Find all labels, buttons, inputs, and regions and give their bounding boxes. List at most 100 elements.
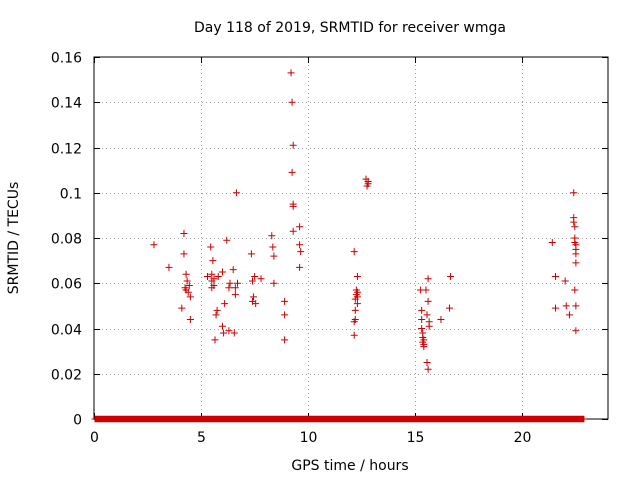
data-point bbox=[182, 270, 190, 278]
data-point bbox=[186, 315, 194, 323]
data-point bbox=[296, 223, 304, 231]
data-point bbox=[233, 279, 241, 287]
y-tick-label: 0.1 bbox=[60, 187, 82, 203]
data-point bbox=[437, 315, 445, 323]
data-point bbox=[353, 293, 361, 301]
data-point bbox=[225, 327, 233, 335]
data-point bbox=[353, 272, 361, 280]
y-axis-label: SRMTID / TECUs bbox=[6, 182, 22, 295]
y-tick-label: 0.16 bbox=[51, 51, 82, 67]
baseline-marker bbox=[579, 415, 587, 423]
data-point bbox=[418, 315, 426, 323]
data-point bbox=[447, 272, 455, 280]
data-point bbox=[210, 282, 218, 290]
data-point bbox=[424, 297, 432, 305]
data-point bbox=[297, 248, 305, 256]
data-point bbox=[424, 365, 432, 373]
data-point bbox=[561, 277, 569, 285]
data-point bbox=[364, 177, 372, 185]
x-axis-label: GPS time / hours bbox=[291, 458, 408, 474]
y-tick-label: 0.14 bbox=[51, 96, 82, 112]
data-point bbox=[180, 229, 188, 237]
data-point bbox=[229, 266, 237, 274]
data-point bbox=[572, 250, 580, 258]
ticks: 0 5 10 15 20 0 0.02 0.04 0.06 0.08 0.1 0.12 0.14 0.16 bbox=[51, 51, 608, 446]
data-point bbox=[247, 250, 255, 258]
data-point bbox=[423, 358, 431, 366]
y-tick-label: 0.02 bbox=[51, 368, 82, 384]
data-point bbox=[268, 232, 276, 240]
data-point bbox=[226, 279, 234, 287]
data-point bbox=[287, 69, 295, 77]
data-point bbox=[424, 275, 432, 283]
data-markers bbox=[150, 69, 580, 373]
data-point bbox=[548, 239, 556, 247]
data-point bbox=[289, 202, 297, 210]
data-point bbox=[178, 304, 186, 312]
data-point bbox=[425, 318, 433, 326]
data-point bbox=[150, 241, 158, 249]
data-point bbox=[165, 263, 173, 271]
data-point bbox=[269, 243, 277, 251]
data-point bbox=[251, 272, 259, 280]
data-point bbox=[221, 300, 229, 308]
data-point bbox=[210, 275, 218, 283]
data-point bbox=[572, 259, 580, 267]
data-point bbox=[296, 241, 304, 249]
data-point bbox=[223, 236, 231, 244]
baseline-markers bbox=[91, 415, 587, 423]
data-point bbox=[212, 311, 220, 319]
data-point bbox=[353, 300, 361, 308]
data-point bbox=[281, 311, 289, 319]
data-point bbox=[230, 329, 238, 337]
data-point bbox=[571, 223, 579, 231]
data-point bbox=[446, 304, 454, 312]
data-point bbox=[571, 286, 579, 294]
data-point bbox=[270, 252, 278, 260]
data-point bbox=[418, 325, 426, 332]
data-point bbox=[207, 243, 215, 251]
data-point bbox=[552, 304, 560, 312]
data-point bbox=[248, 277, 256, 285]
data-point bbox=[422, 286, 430, 294]
data-point bbox=[289, 141, 297, 149]
data-point bbox=[252, 300, 260, 308]
data-point bbox=[270, 279, 278, 287]
chart-title: Day 118 of 2019, SRMTID for receiver wmg… bbox=[194, 20, 506, 36]
data-point bbox=[572, 302, 580, 310]
data-point bbox=[418, 306, 426, 314]
data-point bbox=[208, 270, 216, 278]
data-point bbox=[420, 343, 428, 351]
data-point bbox=[220, 329, 228, 337]
data-point bbox=[565, 311, 573, 319]
data-point bbox=[572, 327, 580, 335]
data-point bbox=[219, 322, 226, 330]
data-point bbox=[552, 272, 560, 280]
data-point bbox=[214, 272, 222, 280]
x-tick-label: 15 bbox=[407, 430, 425, 446]
data-point bbox=[281, 297, 289, 305]
data-point bbox=[211, 336, 219, 344]
data-point bbox=[296, 263, 304, 271]
data-point bbox=[350, 331, 358, 339]
data-point bbox=[183, 277, 191, 285]
data-point bbox=[231, 284, 239, 292]
data-point bbox=[351, 315, 359, 323]
data-point bbox=[231, 291, 239, 299]
data-point bbox=[570, 189, 578, 197]
x-tick-label: 10 bbox=[300, 430, 318, 446]
y-tick-label: 0.06 bbox=[51, 277, 82, 293]
data-point bbox=[213, 306, 221, 314]
grid bbox=[94, 57, 608, 419]
data-point bbox=[209, 257, 217, 265]
x-tick-label: 5 bbox=[197, 430, 206, 446]
data-point bbox=[257, 275, 265, 283]
data-point bbox=[185, 282, 193, 290]
y-tick-label: 0 bbox=[73, 413, 82, 429]
data-point bbox=[350, 248, 358, 256]
data-point bbox=[184, 288, 192, 296]
data-point bbox=[204, 272, 212, 280]
data-point bbox=[288, 168, 296, 176]
data-point bbox=[186, 293, 194, 301]
